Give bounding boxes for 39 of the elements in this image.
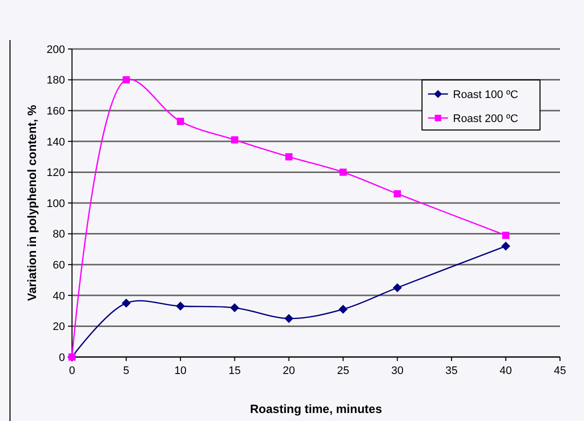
point [394,190,401,198]
point [231,136,238,144]
point [284,314,294,323]
y-tick-label: 140 [46,136,65,148]
x-tick-label: 20 [282,365,296,377]
x-tick-label: 35 [445,365,458,377]
point [285,153,292,160]
x-tick-label: 10 [174,365,187,377]
point [230,303,240,312]
point [340,168,347,176]
x-tick-label: 15 [228,365,241,377]
y-tick-label: 60 [52,259,65,272]
y-tick-label: 20 [52,321,65,334]
y-tick-label: 40 [52,290,65,302]
point [176,118,184,125]
x-axis-title: Roasting time, minutes [250,402,382,416]
point [176,302,185,311]
x-tick-label: 45 [554,365,566,377]
x-tick-label: 0 [68,365,76,377]
y-tick-label: 0 [58,352,65,364]
y-tick-label: 200 [46,44,65,56]
point [338,304,348,314]
y-tick-label: 180 [46,74,65,87]
point [122,298,131,308]
point [122,76,130,84]
point [502,232,510,239]
y-tick-label: 160 [46,105,65,118]
x-tick-label: 25 [336,365,350,377]
point [501,242,510,251]
y-tick-label: 120 [46,167,65,180]
y-axis-title: Variation in polyphenol content, % [25,104,39,302]
legend-label: Roast 100 ºC [453,88,518,101]
point [392,283,402,292]
x-tick-label: 5 [123,365,130,377]
y-tick-label: 80 [52,228,65,241]
x-tick-label: 40 [500,365,512,377]
x-tick-label: 30 [391,365,404,377]
legend-label: Roast 200 ºC [453,112,518,125]
y-tick-label: 100 [46,198,65,210]
